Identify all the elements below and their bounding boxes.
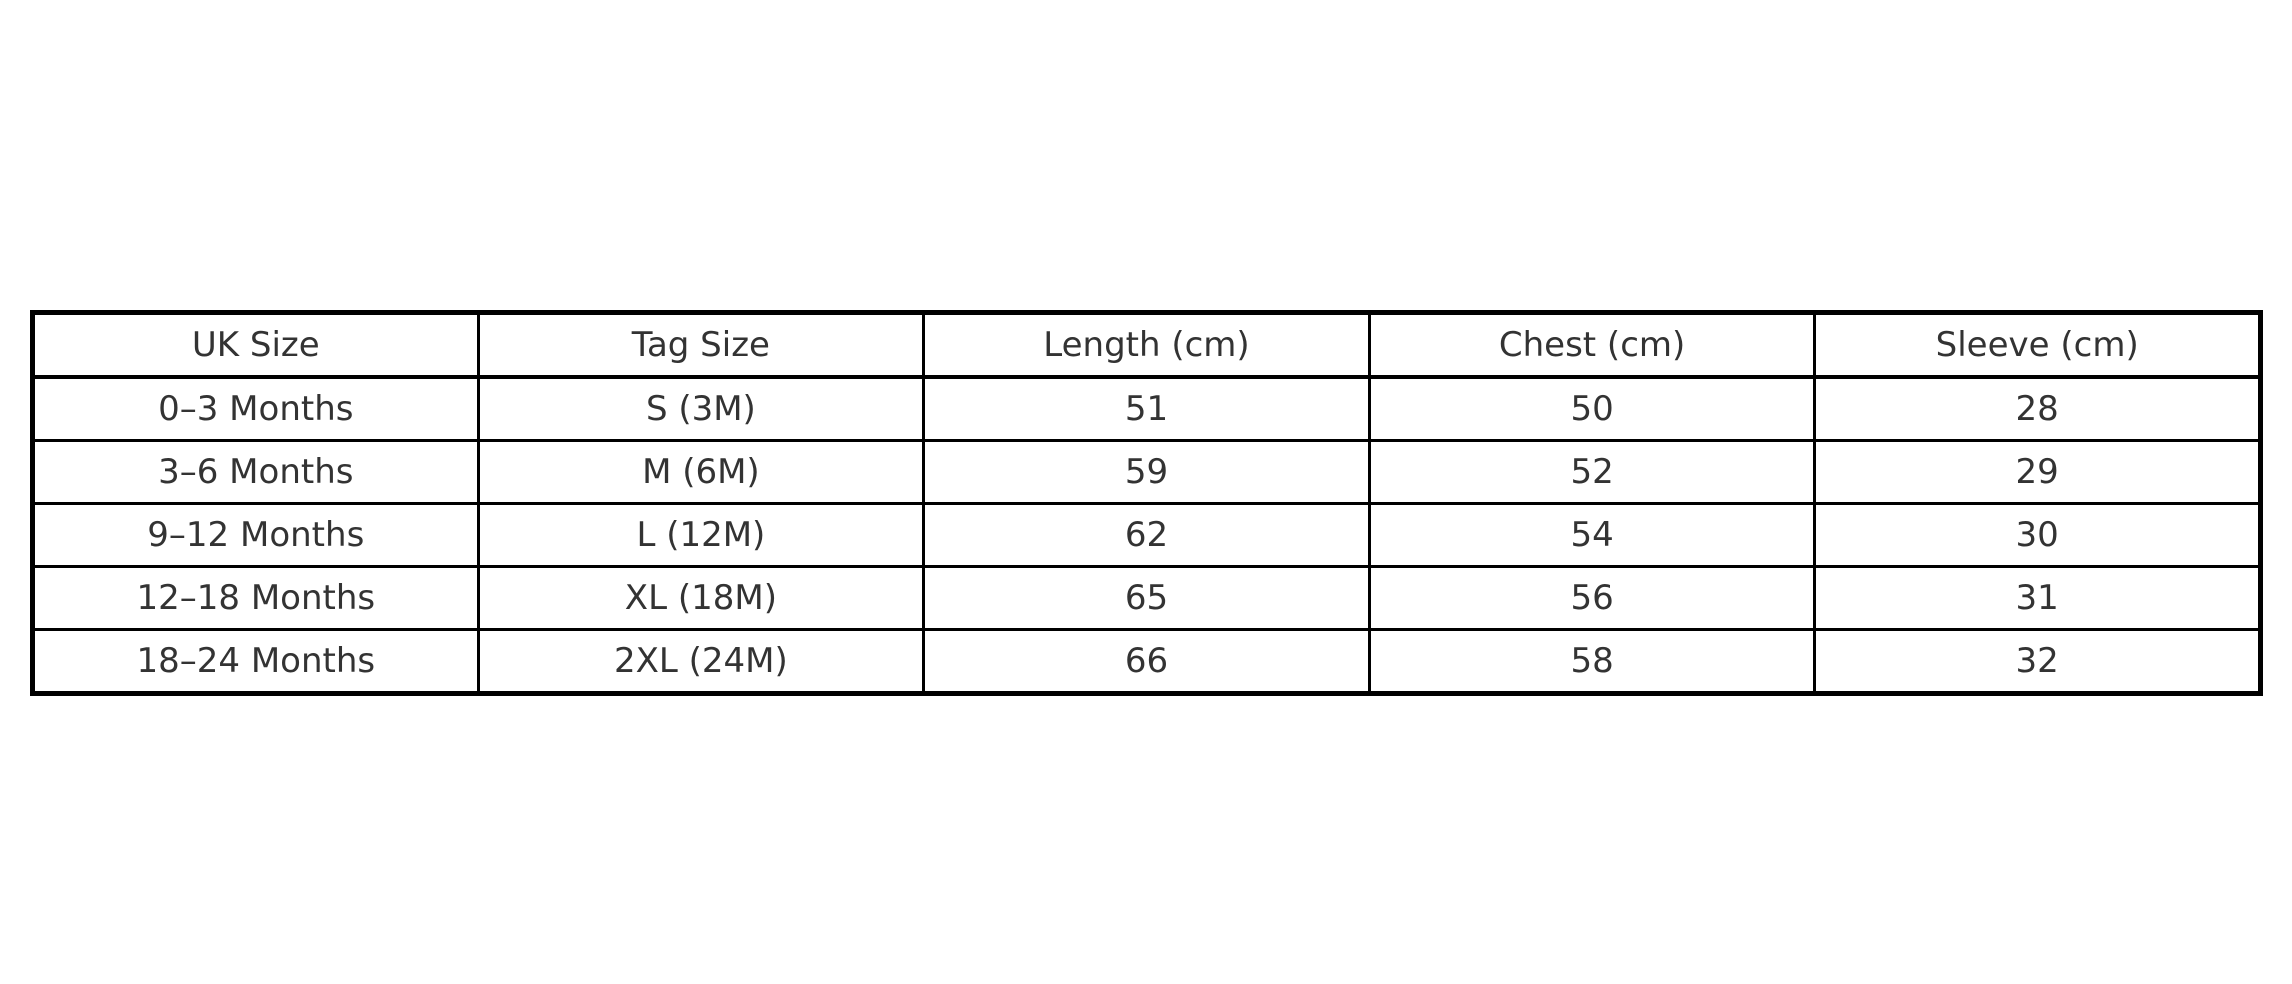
table-header: UK Size Tag Size Length (cm) Chest (cm) Slee…	[31, 311, 2262, 379]
table-cell: 31	[1813, 565, 2262, 631]
table-cell: 65	[922, 565, 1371, 631]
table-cell: 58	[1367, 628, 1817, 695]
column-header: Sleeve (cm)	[1813, 311, 2262, 379]
column-header: UK Size	[31, 311, 480, 379]
column-header: Tag Size	[476, 311, 926, 379]
table-cell: 52	[1367, 439, 1817, 505]
table-cell: 3–6 Months	[31, 439, 480, 505]
column-header: Chest (cm)	[1367, 311, 1817, 379]
table-cell: 2XL (24M)	[476, 628, 926, 695]
size-chart-table: UK Size Tag Size Length (cm) Chest (cm) Slee…	[30, 310, 2263, 696]
table-cell: 9–12 Months	[31, 502, 480, 568]
table-cell: 32	[1813, 628, 2262, 695]
table-cell: 59	[922, 439, 1371, 505]
table-row: 3–6 Months M (6M) 59 52 29	[31, 439, 2262, 505]
table-row: 18–24 Months 2XL (24M) 66 58 32	[31, 628, 2262, 695]
table-cell: 54	[1367, 502, 1817, 568]
table-row: 9–12 Months L (12M) 62 54 30	[31, 502, 2262, 568]
table-cell: 62	[922, 502, 1371, 568]
table-body: 0–3 Months S (3M) 51 50 28 3–6 Months M (6M) 59…	[31, 375, 2262, 695]
header-row: UK Size Tag Size Length (cm) Chest (cm) Slee…	[31, 311, 2262, 379]
table-cell: 50	[1367, 375, 1817, 442]
table-cell: 12–18 Months	[31, 565, 480, 631]
table-cell: L (12M)	[476, 502, 926, 568]
table-cell: M (6M)	[476, 439, 926, 505]
column-header: Length (cm)	[922, 311, 1371, 379]
table-cell: 66	[922, 628, 1371, 695]
table-cell: 51	[922, 375, 1371, 442]
table-cell: 0–3 Months	[31, 375, 480, 442]
table-cell: 28	[1813, 375, 2262, 442]
table-cell: S (3M)	[476, 375, 926, 442]
table-row: 0–3 Months S (3M) 51 50 28	[31, 375, 2262, 442]
table-row: 12–18 Months XL (18M) 65 56 31	[31, 565, 2262, 631]
table-cell: XL (18M)	[476, 565, 926, 631]
table-cell: 29	[1813, 439, 2262, 505]
table-cell: 30	[1813, 502, 2262, 568]
table-cell: 56	[1367, 565, 1817, 631]
table-cell: 18–24 Months	[31, 628, 480, 695]
